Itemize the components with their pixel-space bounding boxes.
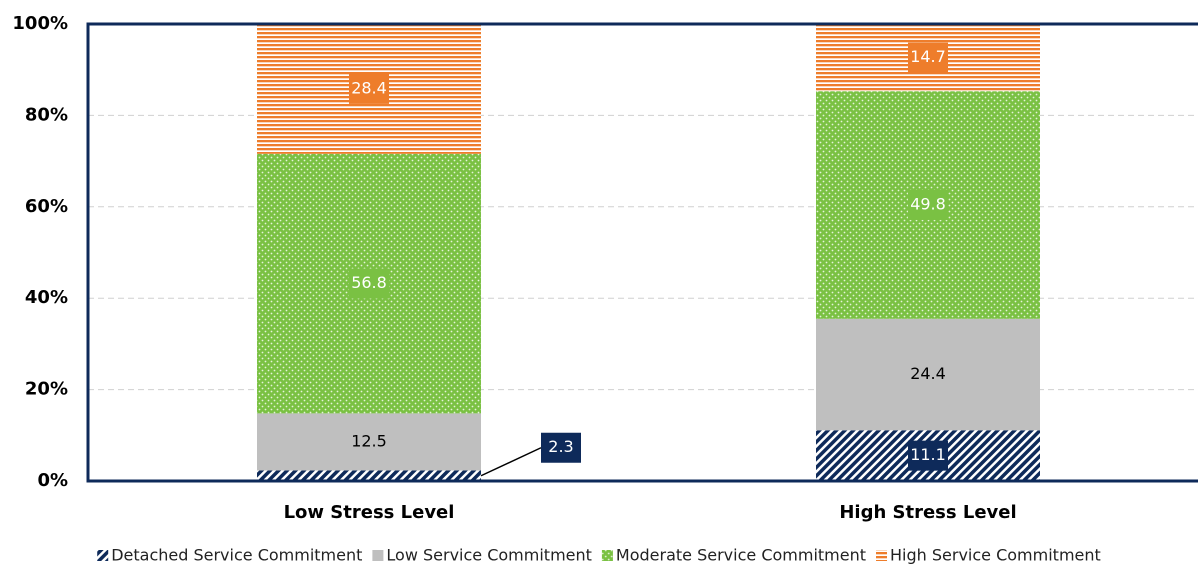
legend-label: Low Service Commitment	[386, 546, 592, 565]
y-tick-label: 0%	[37, 470, 68, 491]
legend-marker	[876, 550, 888, 561]
data-label: 28.4	[351, 78, 387, 97]
label-box	[908, 440, 948, 471]
legend-label: High Service Commitment	[890, 546, 1101, 565]
legend: Detached Service Commitment Low Service C…	[97, 546, 1101, 565]
y-tick-label: 80%	[25, 104, 68, 125]
data-label: 24.4	[910, 364, 946, 383]
x-tick-label: High Stress Level	[839, 502, 1016, 523]
legend-label: Moderate Service Commitment	[616, 546, 866, 565]
data-label: 14.7	[910, 47, 946, 66]
data-label: 12.5	[351, 431, 387, 450]
leader-line	[480, 447, 542, 477]
y-tick-label: 20%	[25, 379, 68, 400]
data-label: 2.3	[548, 437, 573, 456]
data-label: 11.1	[910, 445, 946, 464]
label-box	[541, 432, 581, 463]
y-tick-label: 100%	[12, 13, 68, 34]
legend-marker	[97, 550, 109, 561]
bar-segment	[816, 318, 1040, 431]
y-tick-label: 60%	[25, 196, 68, 217]
data-label: 49.8	[910, 194, 946, 213]
label-box	[908, 189, 948, 220]
label-box	[349, 73, 389, 104]
bar-segment	[257, 413, 481, 471]
label-box	[908, 42, 948, 73]
y-tick-label: 40%	[25, 287, 68, 308]
label-box	[349, 268, 389, 299]
legend-marker	[601, 550, 613, 561]
legend-marker	[372, 550, 384, 561]
bar-segment	[257, 470, 481, 481]
data-label: 56.8	[351, 273, 387, 292]
x-tick-label: Low Stress Level	[284, 502, 455, 523]
plot-frame	[86, 22, 1198, 483]
legend-label: Detached Service Commitment	[111, 546, 362, 565]
